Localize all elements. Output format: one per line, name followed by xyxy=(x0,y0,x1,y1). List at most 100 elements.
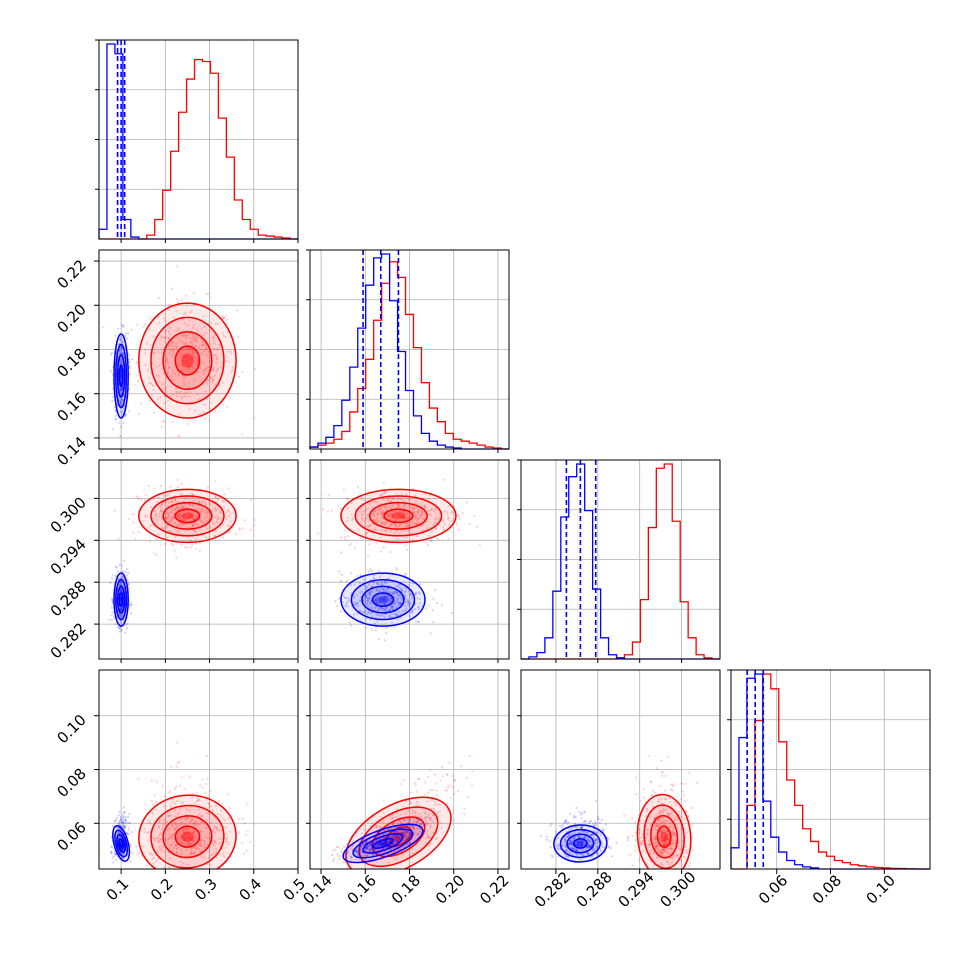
red-sample-point xyxy=(213,333,216,336)
blue-sample-point xyxy=(120,346,123,349)
red-sample-point xyxy=(171,833,175,836)
red-sample-point xyxy=(366,854,369,857)
red-sample-point xyxy=(192,349,195,352)
red-sample-point xyxy=(405,525,408,528)
blue-sample-point xyxy=(113,852,116,856)
red-sample-point xyxy=(168,827,171,831)
blue-density-level xyxy=(363,833,403,853)
hist-panel-2 xyxy=(517,459,721,660)
blue-sample-point xyxy=(385,841,388,844)
blue-sample-point xyxy=(414,593,417,596)
red-sample-point xyxy=(183,838,186,841)
red-density-level xyxy=(163,502,212,530)
red-contour xyxy=(174,345,201,376)
blue-sample-point xyxy=(392,830,396,834)
blue-sample-point xyxy=(408,819,411,822)
blue-sample-point xyxy=(349,572,352,575)
blue-sample-point xyxy=(127,829,130,832)
red-contour xyxy=(150,316,225,405)
blue-sample-point xyxy=(395,606,398,610)
red-sample-point xyxy=(373,529,376,532)
blue-sample-point xyxy=(574,848,577,851)
blue-sample-point xyxy=(370,850,373,853)
red-sample-point xyxy=(177,811,180,814)
red-sample-point xyxy=(164,533,168,536)
red-sample-point xyxy=(657,856,661,859)
red-sample-point xyxy=(456,523,459,526)
red-sample-point xyxy=(640,836,643,840)
red-sample-point xyxy=(209,296,212,299)
red-sample-point xyxy=(666,807,669,810)
red-sample-point xyxy=(220,315,223,318)
blue-sample-point xyxy=(118,612,121,616)
red-sample-point xyxy=(656,847,659,850)
red-sample-point xyxy=(338,854,341,857)
red-sample-point xyxy=(216,348,219,351)
blue-sample-point xyxy=(366,597,369,600)
blue-sample-point xyxy=(418,598,421,601)
red-sample-point xyxy=(429,816,432,820)
red-sample-point xyxy=(631,834,634,838)
red-sample-point xyxy=(653,852,656,856)
red-sample-point xyxy=(448,519,451,522)
blue-sample-point xyxy=(404,590,407,594)
red-sample-point xyxy=(186,841,189,845)
blue-sample-point xyxy=(125,574,129,577)
red-sample-point xyxy=(189,842,192,845)
blue-sample-point xyxy=(120,350,123,353)
red-sample-point xyxy=(658,817,661,820)
red-sample-point xyxy=(436,518,439,522)
red-sample-point xyxy=(627,836,630,839)
blue-sample-point xyxy=(364,588,367,591)
red-sample-point xyxy=(205,503,208,506)
blue-sample-point xyxy=(386,588,389,591)
red-sample-point xyxy=(390,818,394,821)
blue-sample-point xyxy=(387,598,390,602)
blue-sample-point xyxy=(425,823,428,826)
red-sample-point xyxy=(176,513,180,516)
blue-sample-point xyxy=(121,352,124,355)
red-sample-point xyxy=(197,797,200,801)
blue-sample-point xyxy=(390,597,393,600)
blue-sample-point xyxy=(369,844,372,847)
blue-sample-point xyxy=(374,597,377,600)
blue-sample-point xyxy=(419,830,422,833)
red-sample-point xyxy=(180,849,183,852)
red-sample-point xyxy=(171,850,174,853)
blue-sample-point xyxy=(355,848,358,851)
red-sample-point xyxy=(173,827,177,831)
blue-contour xyxy=(361,585,405,614)
red-sample-point xyxy=(166,512,169,516)
blue-sample-point xyxy=(121,341,124,344)
blue-sample-point xyxy=(340,850,343,853)
red-sample-point xyxy=(146,831,149,834)
red-sample-point xyxy=(424,836,427,839)
red-sample-point xyxy=(389,512,392,515)
blue-sample-point xyxy=(115,853,118,856)
red-sample-point xyxy=(136,380,139,383)
red-sample-point xyxy=(180,852,183,856)
red-sample-point xyxy=(390,523,393,527)
red-sample-point xyxy=(195,371,198,374)
red-sample-point xyxy=(664,840,667,843)
red-sample-point xyxy=(423,505,426,508)
red-sample-point xyxy=(653,822,657,825)
blue-sample-point xyxy=(403,590,407,593)
blue-sample-point xyxy=(358,852,361,856)
red-sample-point xyxy=(394,850,397,853)
red-sample-point xyxy=(180,298,183,301)
red-sample-point xyxy=(178,514,181,518)
blue-sample-point xyxy=(362,599,365,602)
blue-sample-point xyxy=(117,578,120,581)
red-sample-point xyxy=(148,382,151,385)
red-sample-point xyxy=(200,838,203,842)
red-sample-point xyxy=(227,510,231,513)
red-sample-point xyxy=(202,840,206,843)
red-sample-point xyxy=(184,354,187,357)
red-sample-point xyxy=(327,494,330,497)
red-sample-point xyxy=(411,509,414,512)
red-sample-point xyxy=(386,498,389,501)
blue-sample-point xyxy=(382,608,385,611)
red-sample-point xyxy=(171,420,174,423)
blue-sample-point xyxy=(120,597,123,600)
